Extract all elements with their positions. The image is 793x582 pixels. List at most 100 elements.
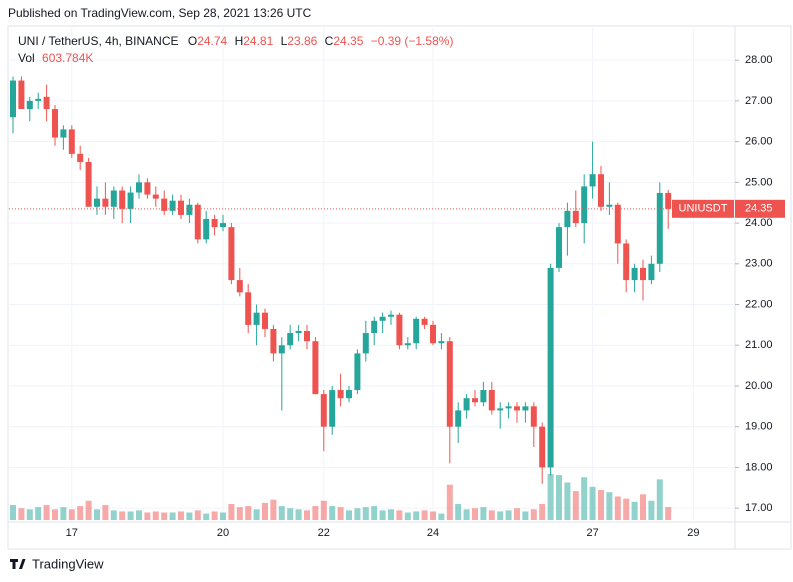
candle-body — [127, 192, 134, 209]
volume-bar — [438, 513, 445, 520]
volume-bar — [539, 503, 546, 520]
candle-body — [446, 341, 453, 427]
volume-bar — [472, 508, 478, 520]
candle-body — [236, 280, 243, 293]
close-value: 24.35 — [333, 34, 363, 48]
candle-body — [60, 129, 67, 138]
x-tick-label: 24 — [427, 527, 439, 539]
published-note: Published on TradingView.com, Sep 28, 20… — [8, 6, 312, 20]
volume-bar — [564, 482, 571, 520]
candle-body — [497, 408, 504, 411]
candle-body — [337, 390, 344, 399]
logo: TradingView — [10, 556, 104, 571]
volume-value: 603.784K — [42, 51, 93, 65]
candle-body — [362, 333, 369, 354]
volume-bar — [186, 512, 193, 520]
candle-body — [211, 219, 218, 228]
x-tick-label: 29 — [687, 527, 699, 539]
candle-body — [245, 292, 252, 325]
volume-bar — [379, 510, 386, 520]
candle-body — [77, 153, 84, 162]
volume-bar — [547, 474, 554, 520]
candle-body — [354, 353, 361, 391]
candle-body — [186, 204, 193, 215]
volume-bar — [354, 508, 361, 520]
volume-bar — [152, 511, 159, 520]
volume-bar — [194, 510, 201, 520]
volume-bar — [320, 500, 327, 520]
volume-bar — [253, 509, 260, 520]
volume-bar — [136, 510, 142, 520]
logo-icon — [10, 559, 26, 569]
volume-bar — [228, 503, 235, 520]
volume-bar — [119, 511, 126, 520]
candle-body — [572, 210, 579, 224]
volume-bar — [514, 508, 520, 520]
volume-bar — [77, 506, 84, 520]
candle-body — [253, 312, 260, 325]
volume-bar — [278, 506, 285, 520]
volume-bar — [127, 511, 134, 520]
candle-body — [262, 312, 268, 329]
candle-body — [396, 314, 403, 346]
candle-body — [220, 223, 226, 228]
candle-body — [614, 204, 621, 244]
volume-bar — [463, 509, 470, 520]
volume-bar — [52, 509, 58, 520]
candle-body — [169, 200, 176, 211]
low-letter: L — [281, 34, 288, 48]
volume-bar — [371, 506, 378, 520]
price-tag-label: 24.35 — [745, 203, 773, 215]
volume-bar — [505, 510, 512, 520]
symbol: UNI / TetherUS, 4h, BINANCE — [18, 34, 179, 48]
candle-body — [161, 198, 168, 211]
volume-bar — [598, 490, 604, 520]
candle-body — [85, 161, 92, 207]
candle-body — [472, 398, 478, 403]
candle-body — [295, 330, 302, 334]
candle-body — [287, 333, 294, 346]
volume-bar — [211, 511, 218, 520]
volume-bar — [530, 509, 537, 520]
y-tick-label: 23.00 — [745, 258, 773, 270]
volume-bar — [60, 507, 67, 520]
x-tick-label: 20 — [217, 527, 229, 539]
candle-body — [110, 190, 117, 207]
volume-bar — [346, 510, 352, 520]
candle-body — [522, 406, 529, 411]
volume-bar — [623, 498, 630, 520]
candle-body — [102, 198, 109, 207]
candle-body — [438, 341, 445, 344]
candle-body — [430, 324, 436, 344]
volume-bar — [26, 509, 33, 520]
volume-bar — [169, 512, 176, 520]
volume-bar — [329, 506, 336, 520]
volume-bar — [665, 507, 672, 520]
volume-bar — [85, 500, 92, 520]
volume-bar — [522, 511, 529, 520]
volume-bar — [35, 507, 42, 520]
volume-bar — [614, 496, 621, 520]
volume-bar — [413, 511, 420, 520]
candle-body — [43, 96, 50, 110]
candle-body — [388, 314, 394, 317]
candle-body — [26, 100, 33, 110]
volume-bar — [606, 492, 613, 520]
y-tick-label: 22.00 — [745, 298, 773, 310]
volume-bar — [404, 512, 411, 520]
candle-body — [564, 210, 571, 228]
candle-body — [404, 343, 411, 346]
candle-body — [505, 406, 512, 409]
volume-bar — [631, 501, 638, 520]
y-tick-label: 18.00 — [745, 461, 773, 473]
candle-body — [623, 243, 630, 281]
volume-bar — [396, 510, 403, 520]
volume-bar — [488, 510, 495, 520]
chart-frame — [7, 25, 792, 550]
volume-bar — [43, 505, 50, 520]
candle-body — [421, 318, 428, 325]
volume-title: Vol — [18, 51, 35, 65]
candle-body — [68, 129, 75, 154]
volume-bar — [245, 506, 252, 520]
high-value: 24.81 — [243, 34, 273, 48]
